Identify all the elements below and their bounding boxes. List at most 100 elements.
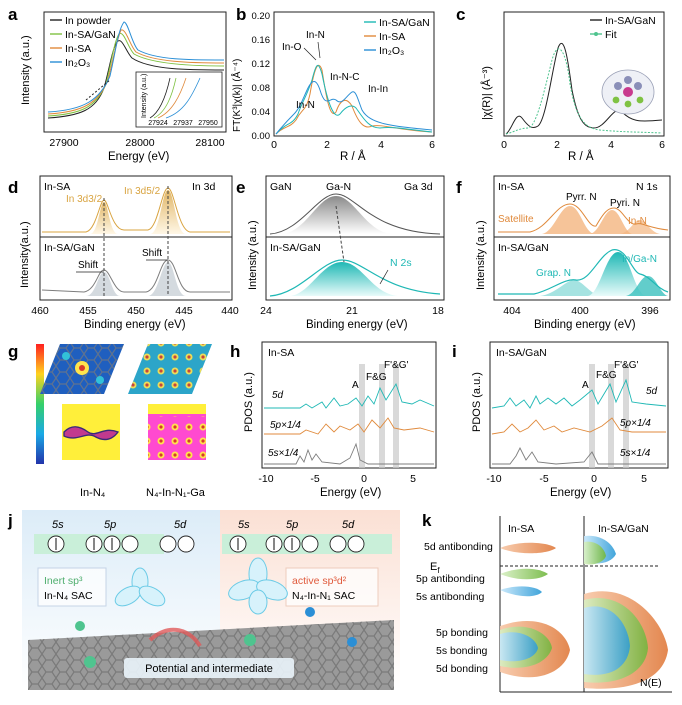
- pointer-line: [303, 47, 317, 61]
- x-tick: 2: [324, 139, 330, 151]
- peak-label: Ga-N: [326, 181, 351, 193]
- x-axis-label: Energy (eV): [550, 487, 612, 499]
- x-tick: 0: [361, 473, 367, 485]
- top-label: In-SA: [498, 181, 524, 193]
- legend: In-SA/GaN In-SA In₂O₃: [364, 17, 430, 57]
- plot-frame: [503, 11, 665, 137]
- pdos-5p: [264, 417, 435, 435]
- panel-c: c |χ(R)| (Å⁻³) R / Å 0 2 4 6 In-SA/GaN F…: [456, 5, 665, 163]
- legend: In powder In-SA/GaN In-SA In₂O₃: [50, 15, 116, 69]
- peak-fill: [588, 252, 646, 296]
- x-tick: 18: [432, 305, 444, 317]
- active-sac: N₄-In-N₁ SAC: [292, 590, 356, 602]
- legend: In-SA/GaN Fit: [590, 15, 656, 41]
- orbital-label: 5p: [104, 519, 116, 531]
- panel-title: In-SA/GaN: [598, 523, 649, 535]
- y-axis-label: Intensity (a.u.): [247, 220, 259, 290]
- shift-label: Shift: [78, 260, 98, 271]
- sp3-orbital-shape: [114, 567, 166, 607]
- spectrum-in-sa-gan: [275, 65, 433, 135]
- band-label: F&G: [366, 372, 387, 383]
- adsorbate-atom: [347, 637, 357, 647]
- panel-letter: h: [230, 342, 240, 361]
- x-tick: 28000: [125, 137, 154, 149]
- x-tick: 404: [503, 305, 521, 317]
- inert-sac: In-N₄ SAC: [44, 590, 93, 602]
- plot-frame: [489, 341, 669, 469]
- pdos-5d: [264, 382, 435, 409]
- level-label: 5p bonding: [436, 627, 488, 639]
- panel-letter: g: [8, 342, 18, 361]
- panel-title: In-SA: [268, 347, 294, 359]
- band-label: A: [582, 380, 589, 391]
- peak-fill: [290, 262, 398, 296]
- transfer-arrow: [148, 627, 202, 648]
- peak-fill: [282, 196, 392, 234]
- x-axis-label: Binding energy (eV): [306, 319, 408, 331]
- level-label: 5s bonding: [436, 645, 488, 657]
- pointer-line: [317, 41, 321, 59]
- peak-label: In 3d3/2: [66, 194, 103, 205]
- inert-label-box: [37, 567, 107, 607]
- x-axis-label: R / Å: [568, 150, 594, 163]
- level-label: 5d bonding: [436, 663, 488, 675]
- plot-frame: [265, 175, 445, 301]
- spectrum-top: [42, 187, 230, 233]
- inert-hybrid: Inert sp³: [44, 575, 83, 587]
- peak-label: In/Ga-N: [622, 254, 657, 265]
- inset-tick: 27950: [198, 120, 218, 127]
- peak-label: Grap. N: [536, 268, 571, 279]
- colorbar: [36, 344, 44, 464]
- inset-tick: 27924: [148, 120, 168, 127]
- x-tick: 21: [346, 305, 358, 317]
- legend-entry: In-SA/GaN: [65, 29, 116, 41]
- x-tick: -10: [258, 473, 273, 485]
- y-axis-label: FT(K³|χ(k)| (Å⁻⁴): [230, 59, 243, 132]
- pointer-line: [379, 269, 389, 285]
- x-tick: -10: [486, 473, 501, 485]
- active-label-box: [285, 567, 379, 607]
- peak-label: In-N: [296, 100, 315, 111]
- adsorbate-atom: [305, 607, 315, 617]
- peak-label: In-In: [368, 84, 388, 95]
- x-axis-label: Energy (eV): [108, 151, 170, 163]
- panel-letter: e: [236, 178, 245, 197]
- legend-entry: Fit: [605, 29, 617, 41]
- y-axis-label: Intensity (a.u.): [20, 35, 32, 105]
- y-axis-label: Intensity (a.u.): [475, 220, 487, 290]
- level-label: 5d antibonding: [424, 541, 493, 553]
- corner-label: In 3d: [192, 181, 216, 193]
- peak-label: Pyri. N: [610, 198, 640, 209]
- peak-label: Pyrr. N: [566, 192, 597, 203]
- metal-atom: [84, 656, 96, 668]
- spectrum-bottom: [41, 259, 230, 293]
- x-axis-label: Binding energy (eV): [534, 319, 636, 331]
- orbital-label: 5d: [342, 519, 355, 531]
- peak-fill: [148, 262, 186, 296]
- panel-d: d Intensity(a.u.) Binding energy (eV) 46…: [8, 175, 239, 331]
- y-tick: 0.20: [252, 11, 271, 22]
- x-axis-label: Energy (eV): [320, 487, 382, 499]
- panel-title: In-SA/GaN: [496, 347, 547, 359]
- x-axis-label: Binding energy (eV): [84, 319, 186, 331]
- level-label: 5s antibonding: [416, 591, 484, 603]
- band-highlight: [623, 364, 629, 468]
- curve-label: 5d: [272, 390, 284, 401]
- legend-entry: In-SA/GaN: [379, 17, 430, 29]
- corner-label: N 1s: [636, 181, 658, 193]
- level-5s-bonding: [500, 632, 538, 662]
- corner-label: Ga 3d: [404, 181, 433, 193]
- panel-a: a Intensity (a.u.) Energy (eV) 27900 280…: [8, 5, 227, 163]
- bottom-label: In-SA/GaN: [44, 242, 95, 254]
- panel-h: h PDOS (a.u.) Energy (eV) -10 -5 0 5 In-…: [230, 341, 437, 499]
- panel-letter: j: [7, 511, 13, 530]
- legend-entry: In₂O₃: [379, 45, 404, 57]
- x-tick: 450: [127, 305, 145, 317]
- peak-fill: [620, 220, 660, 234]
- structure-inset: [601, 69, 655, 115]
- band-label: A: [352, 380, 359, 391]
- spectrum-in2o3: [275, 81, 433, 135]
- panel-b: b FT(K³|χ(k)| (Å⁻⁴) R / Å 0.00 0.04 0.08…: [230, 5, 435, 163]
- spectrum-top: [269, 193, 441, 235]
- panel-letter: k: [422, 511, 432, 530]
